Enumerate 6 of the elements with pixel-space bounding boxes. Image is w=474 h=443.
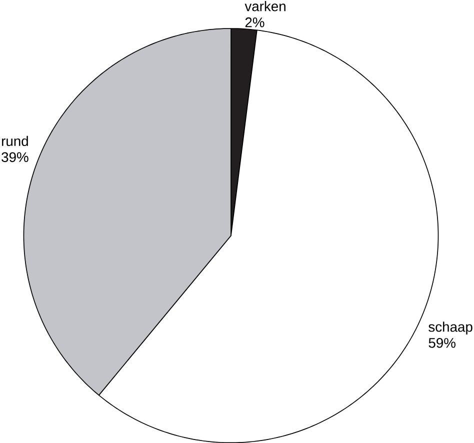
data-label: 2% xyxy=(245,17,264,28)
slice-label: schaap xyxy=(428,322,472,334)
slice-label: varken xyxy=(244,0,286,12)
slice-label: rund xyxy=(2,136,28,146)
data-label: 39% xyxy=(2,152,28,162)
data-label: 59% xyxy=(428,338,456,348)
